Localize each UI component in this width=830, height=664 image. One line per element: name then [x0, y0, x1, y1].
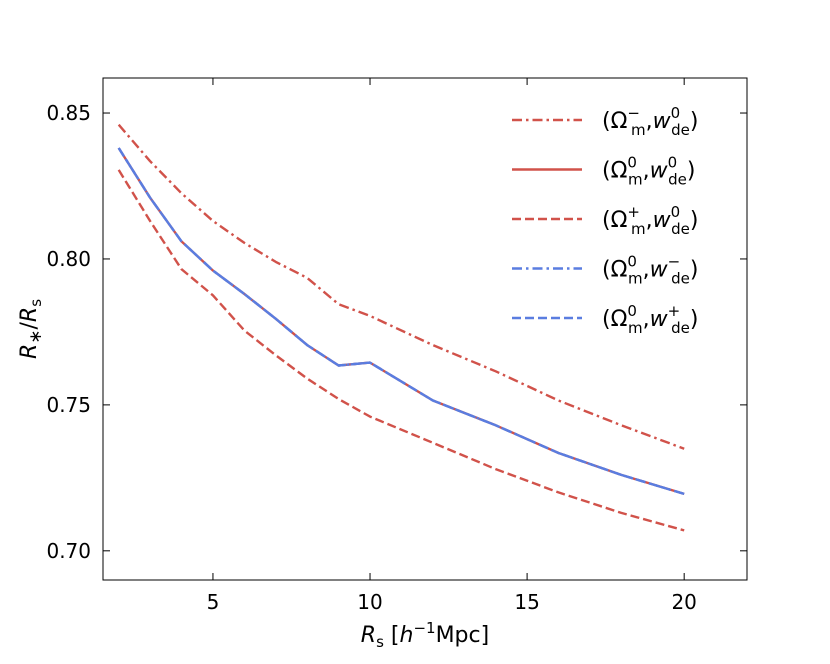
series-line-5 [117, 147, 685, 496]
series-line-4 [117, 147, 685, 496]
legend: (Ω− m,w0 de) (Ω0 m,w0 de) (Ω+ m,w0 de) (Ω0 m,w− de)… [512, 104, 699, 337]
y-tick-label: 0.75 [46, 393, 91, 417]
legend-entry: (Ω0 m,w+ de) [602, 302, 699, 337]
x-tick-label: 20 [671, 590, 696, 614]
x-tick-label: 5 [207, 590, 220, 614]
legend-entry: (Ω− m,w0 de) [602, 104, 699, 139]
legend-entry: (Ω0 m,w0 de) [602, 154, 695, 189]
y-tick-label: 0.70 [46, 539, 91, 563]
x-tick-label: 15 [514, 590, 539, 614]
y-tick-label: 0.85 [46, 101, 91, 125]
y-tick-label: 0.80 [46, 247, 91, 271]
x-tick-label: 10 [357, 590, 382, 614]
y-axis-label: R∗/Rs [17, 299, 46, 359]
series-line-3 [117, 169, 685, 532]
series-lines [117, 123, 685, 532]
x-axis-label: Rs [h−1Mpc] [361, 619, 489, 651]
series-line-2 [117, 147, 685, 496]
ticks: 5 10 15 20 0.70 0.75 0.80 0.85 [46, 78, 747, 614]
plot-area [102, 77, 748, 581]
legend-entry: (Ω0 m,w− de) [602, 253, 699, 288]
series-line-1 [117, 123, 685, 450]
legend-entry: (Ω+ m,w0 de) [602, 203, 699, 238]
